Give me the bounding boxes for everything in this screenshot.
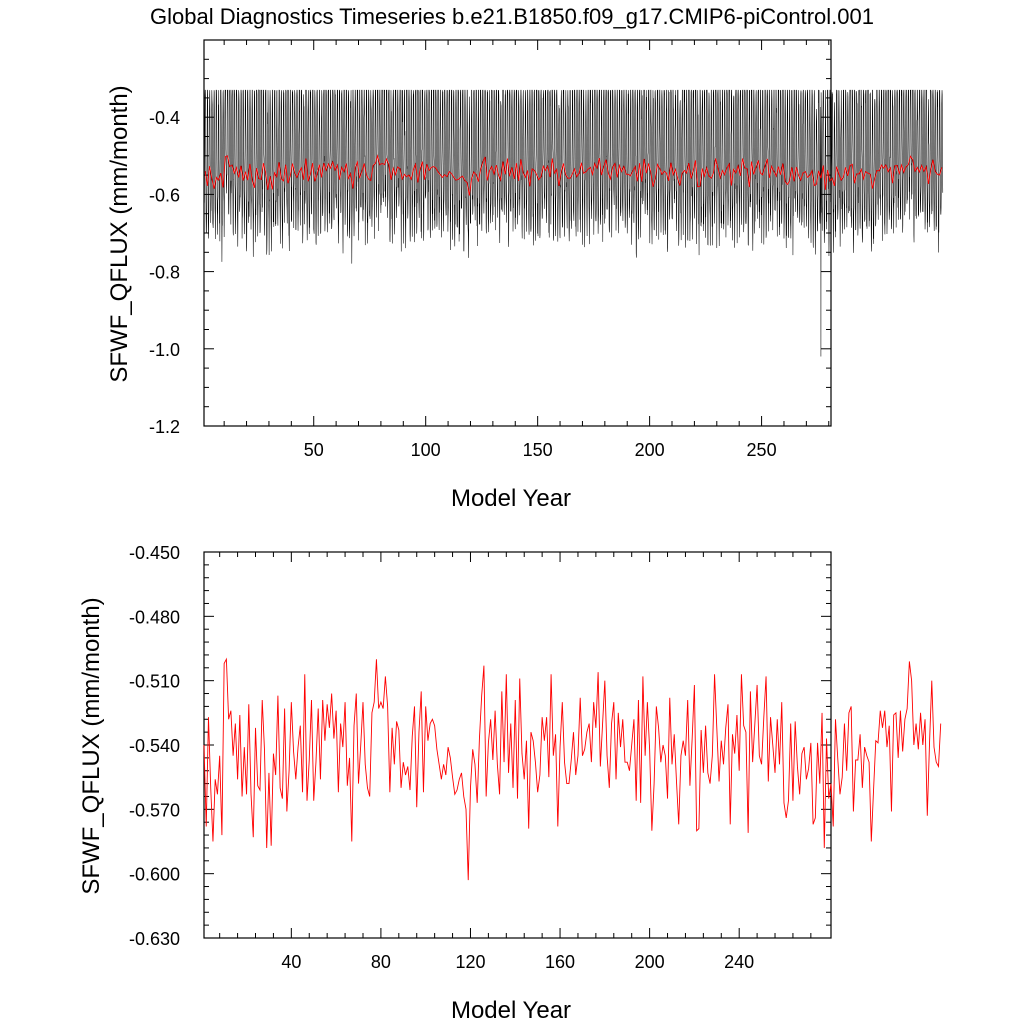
monthly-line <box>203 89 944 357</box>
series-annual-bottom <box>203 657 942 881</box>
x-tick-label: 200 <box>635 440 665 460</box>
annual-mean-line <box>203 657 942 881</box>
chart-title: Global Diagnostics Timeseries b.e21.B185… <box>150 4 874 29</box>
y-tick-label: -0.600 <box>129 865 180 885</box>
y-tick-label: -0.6 <box>149 185 180 205</box>
y-tick-label: -0.8 <box>149 263 180 283</box>
x-tick-label: 50 <box>304 440 324 460</box>
y-tick-label: -0.4 <box>149 108 180 128</box>
x-axis-label-top: Model Year <box>451 485 571 512</box>
y-tick-label: -0.480 <box>129 607 180 627</box>
y-tick-label: -0.570 <box>129 800 180 820</box>
x-tick-label: 80 <box>371 952 391 972</box>
series-monthly <box>203 89 944 357</box>
ticks-top <box>204 40 831 427</box>
series-annual-top <box>204 154 943 196</box>
x-axis-label-bottom: Model Year <box>451 997 571 1024</box>
y-axis-label-bottom: SFWF_QFLUX (mm/month) <box>78 597 105 894</box>
x-tick-label: 160 <box>545 952 575 972</box>
y-tick-label: -0.540 <box>129 736 180 756</box>
x-tick-label: 100 <box>411 440 441 460</box>
x-tick-label: 150 <box>523 440 553 460</box>
chart-bottom: 40 80 120 160 200 240 -0.630 -0.600 -0.570 -0.540… <box>78 543 942 1024</box>
y-tick-label: -0.450 <box>129 543 180 563</box>
y-tick-label: -1.0 <box>149 340 180 360</box>
y-axis-label-top: SFWF_QFLUX (mm/month) <box>106 85 133 382</box>
annual-mean-overlay <box>204 154 943 196</box>
y-tick-label: -1.2 <box>149 417 180 437</box>
ticks-bottom <box>204 551 831 939</box>
x-tick-label: 240 <box>724 952 754 972</box>
y-tick-label: -0.630 <box>129 929 180 949</box>
x-tick-label: 40 <box>281 952 301 972</box>
y-tick-label: -0.510 <box>129 672 180 692</box>
x-tick-label: 200 <box>635 952 665 972</box>
x-tick-label: 250 <box>747 440 777 460</box>
tick-labels-top: 50 100 150 200 250 -1.2 -1.0 -0.8 -0.6 -0.4 <box>149 108 777 460</box>
tick-labels-bottom: 40 80 120 160 200 240 -0.630 -0.600 -0.570 -0.540… <box>129 543 754 972</box>
chart-top: 50 100 150 200 250 -1.2 -1.0 -0.8 -0.6 -0.4 Model… <box>106 39 944 512</box>
x-tick-label: 120 <box>455 952 485 972</box>
